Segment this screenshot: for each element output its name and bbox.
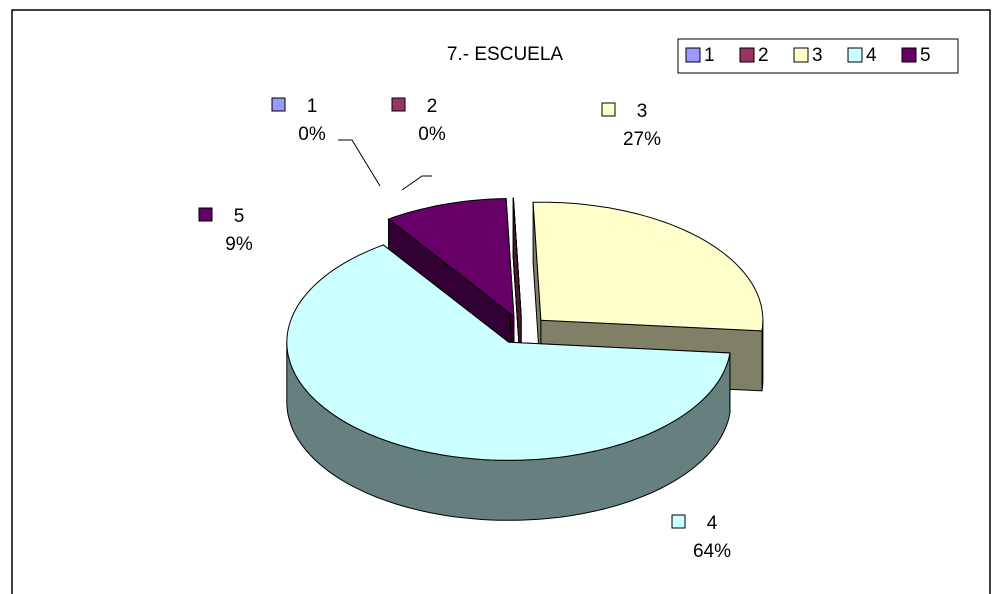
slice (286, 243, 731, 521)
slice-top (387, 197, 515, 318)
leader-line (401, 175, 432, 191)
data-label-category: 1 (307, 96, 318, 117)
slice (512, 197, 522, 376)
leader-line (338, 139, 381, 187)
legend-label: 4 (866, 45, 877, 66)
pie (286, 197, 764, 521)
data-label-category: 3 (637, 101, 648, 122)
slice-top (532, 201, 764, 332)
legend-key (685, 47, 701, 63)
legend: 1 2 3 4 5 (685, 45, 931, 66)
chart-title: 7.- ESCUELA (447, 44, 563, 65)
legend-key (847, 47, 863, 63)
legend-label: 2 (758, 45, 769, 66)
legend-label: 3 (812, 45, 823, 66)
label-key (391, 97, 406, 112)
legend-key (739, 47, 755, 63)
slice-top (286, 244, 731, 461)
labels: 1 0% 2 0% 3 27% 4 64% 5 9% (198, 96, 731, 562)
data-label-category: 4 (707, 513, 718, 534)
data-label-category: 5 (234, 206, 245, 227)
legend-label: 5 (920, 45, 931, 66)
data-label-value: 0% (418, 124, 446, 145)
legend-key (901, 47, 917, 63)
label-key (671, 514, 686, 529)
data-label-category: 2 (427, 96, 438, 117)
data-label-value: 27% (623, 129, 661, 150)
data-label-value: 9% (225, 234, 253, 255)
data-label-value: 0% (298, 124, 326, 145)
label-key (198, 207, 213, 222)
chart-border (11, 9, 991, 594)
data-label-value: 64% (693, 541, 731, 562)
legend-label: 1 (704, 45, 715, 66)
legend-key (793, 47, 809, 63)
label-key (601, 102, 616, 117)
slice-top (512, 197, 522, 316)
label-key (271, 97, 286, 112)
